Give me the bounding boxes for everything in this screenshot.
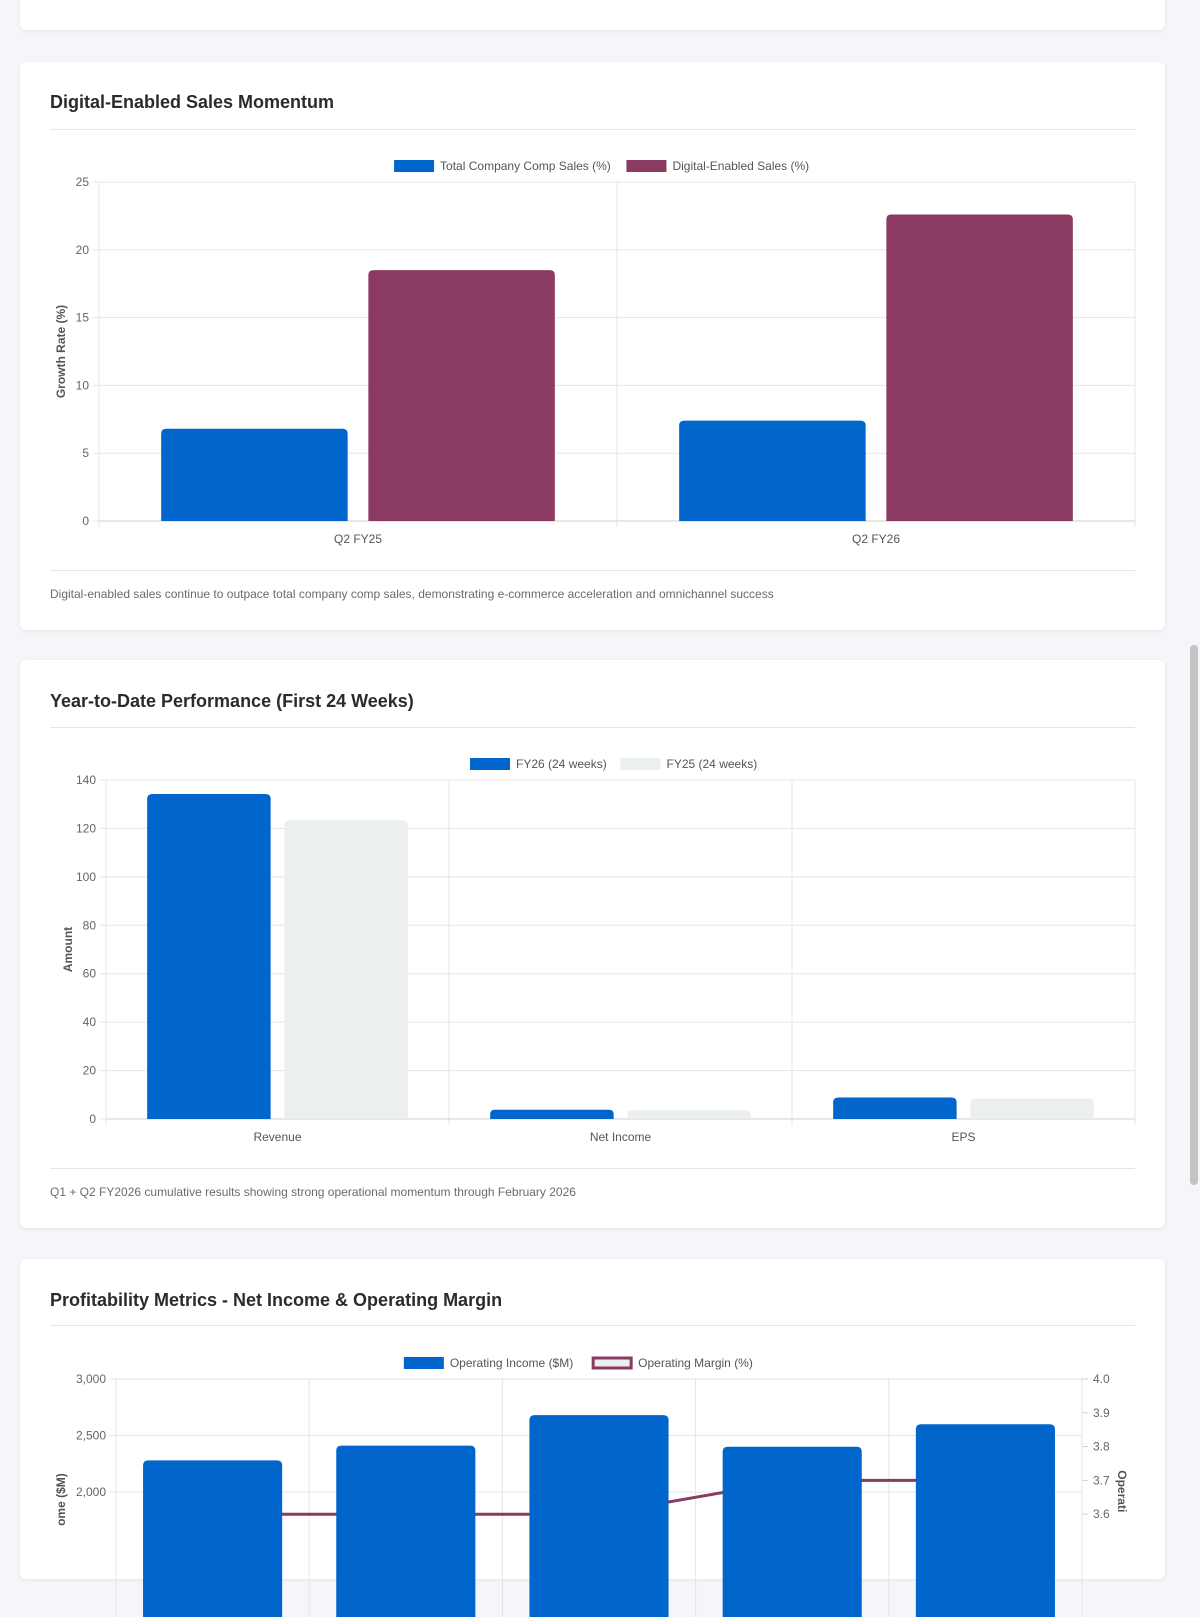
legend-label: Digital-Enabled Sales (%): [672, 159, 809, 173]
title-divider: [50, 727, 1135, 728]
bar-total-company-comp-sales: [161, 428, 348, 521]
card-title: Year-to-Date Performance (First 24 Weeks…: [50, 691, 414, 711]
page-scrollbar[interactable]: [1186, 0, 1200, 1531]
y-tick-label: 140: [76, 773, 96, 787]
legend-swatch: [626, 160, 667, 172]
x-tick-label: EPS: [951, 1130, 975, 1144]
bar-fy25-24-weeks: [627, 1110, 751, 1119]
digital-sales-chart: Total Company Comp Sales (%) Digital-Enab…: [54, 159, 1136, 546]
bar-digital-enabled-sales: [368, 270, 555, 521]
bar-operating-income: [529, 1415, 669, 1617]
bar-fy26-24-weeks: [490, 1109, 614, 1119]
y2-tick-label: 3.7: [1093, 1473, 1110, 1487]
scrollbar-thumb[interactable]: [1190, 645, 1198, 1185]
card-title: Profitability Metrics - Net Income & Ope…: [50, 1290, 503, 1310]
chart-caption: Digital-enabled sales continue to outpac…: [50, 587, 774, 601]
bar-operating-income: [915, 1424, 1055, 1617]
bar-operating-income: [336, 1445, 476, 1617]
x-tick-label: Net Income: [590, 1130, 652, 1144]
y-tick-label: 5: [82, 446, 89, 460]
y2-tick-label: 4.0: [1093, 1372, 1110, 1386]
y-tick-label: 0: [82, 514, 89, 528]
y2-tick-label: 3.9: [1093, 1406, 1110, 1420]
legend-label: Total Company Comp Sales (%): [440, 159, 611, 173]
y2-tick-label: 3.8: [1093, 1440, 1110, 1454]
legend-swatch: [470, 758, 510, 770]
legend-swatch: [591, 1356, 633, 1370]
profitability-chart: Operating Income ($M) Operating Margin (%…: [54, 1356, 1129, 1617]
legend-label: Operating Income ($M): [450, 1356, 573, 1370]
chart-caption: Q1 + Q2 FY2026 cumulative results showin…: [50, 1185, 576, 1199]
y-tick-label: 20: [83, 1064, 97, 1078]
y-tick-label: 100: [76, 870, 96, 884]
title-divider: [50, 1325, 1135, 1326]
y-tick-label: 40: [83, 1015, 97, 1029]
y-tick-label: 2,000: [76, 1485, 106, 1499]
y-tick-label: 2,500: [76, 1429, 106, 1443]
y-tick-label: 0: [89, 1112, 96, 1126]
legend-swatch: [394, 160, 435, 172]
caption-divider: [50, 1168, 1135, 1169]
legend-label: FY25 (24 weeks): [667, 757, 758, 771]
bar-total-company-comp-sales: [679, 420, 866, 521]
profitability-card: Profitability Metrics - Net Income & Ope…: [20, 1259, 1165, 1617]
previous-card: [20, 0, 1165, 30]
card-title: Digital-Enabled Sales Momentum: [50, 92, 335, 112]
bar-fy25-24-weeks: [284, 820, 408, 1119]
y-axis-title: Growth Rate (%): [54, 305, 68, 398]
title-divider: [50, 129, 1135, 130]
y-axis-title: ome ($M): [54, 1473, 68, 1526]
legend-swatch: [403, 1357, 444, 1369]
bar-fy26-24-weeks: [833, 1097, 957, 1119]
y-tick-label: 120: [76, 821, 96, 835]
x-tick-label: Revenue: [253, 1130, 301, 1144]
y-tick-label: 20: [76, 243, 90, 257]
y2-axis-title: Operati: [1115, 1470, 1129, 1512]
digital-sales-card: Digital-Enabled Sales Momentum Total Com…: [20, 62, 1165, 630]
caption-divider: [50, 570, 1135, 571]
bar-fy25-24-weeks: [970, 1098, 1094, 1119]
bar-digital-enabled-sales: [886, 214, 1073, 521]
bar-fy26-24-weeks: [147, 794, 271, 1119]
y-tick-label: 25: [76, 175, 90, 189]
y-axis-title: Amount: [61, 927, 75, 972]
bar-operating-income: [722, 1446, 862, 1617]
bar-operating-income: [143, 1460, 283, 1617]
ytd-performance-card: Year-to-Date Performance (First 24 Weeks…: [20, 660, 1165, 1228]
x-tick-label: Q2 FY26: [852, 532, 900, 546]
legend-swatch: [620, 758, 661, 770]
x-tick-label: Q2 FY25: [334, 532, 382, 546]
y2-tick-label: 3.6: [1093, 1507, 1110, 1521]
legend-label: Operating Margin (%): [638, 1356, 753, 1370]
y-tick-label: 10: [76, 378, 90, 392]
y-tick-label: 80: [83, 918, 97, 932]
legend-label: FY26 (24 weeks): [516, 757, 607, 771]
y-tick-label: 15: [76, 311, 90, 325]
ytd-performance-chart: FY26 (24 weeks) FY25 (24 weeks) 0 20 40 60 80 1…: [61, 757, 1136, 1144]
y-tick-label: 3,000: [76, 1372, 106, 1386]
y-tick-label: 60: [83, 967, 97, 981]
